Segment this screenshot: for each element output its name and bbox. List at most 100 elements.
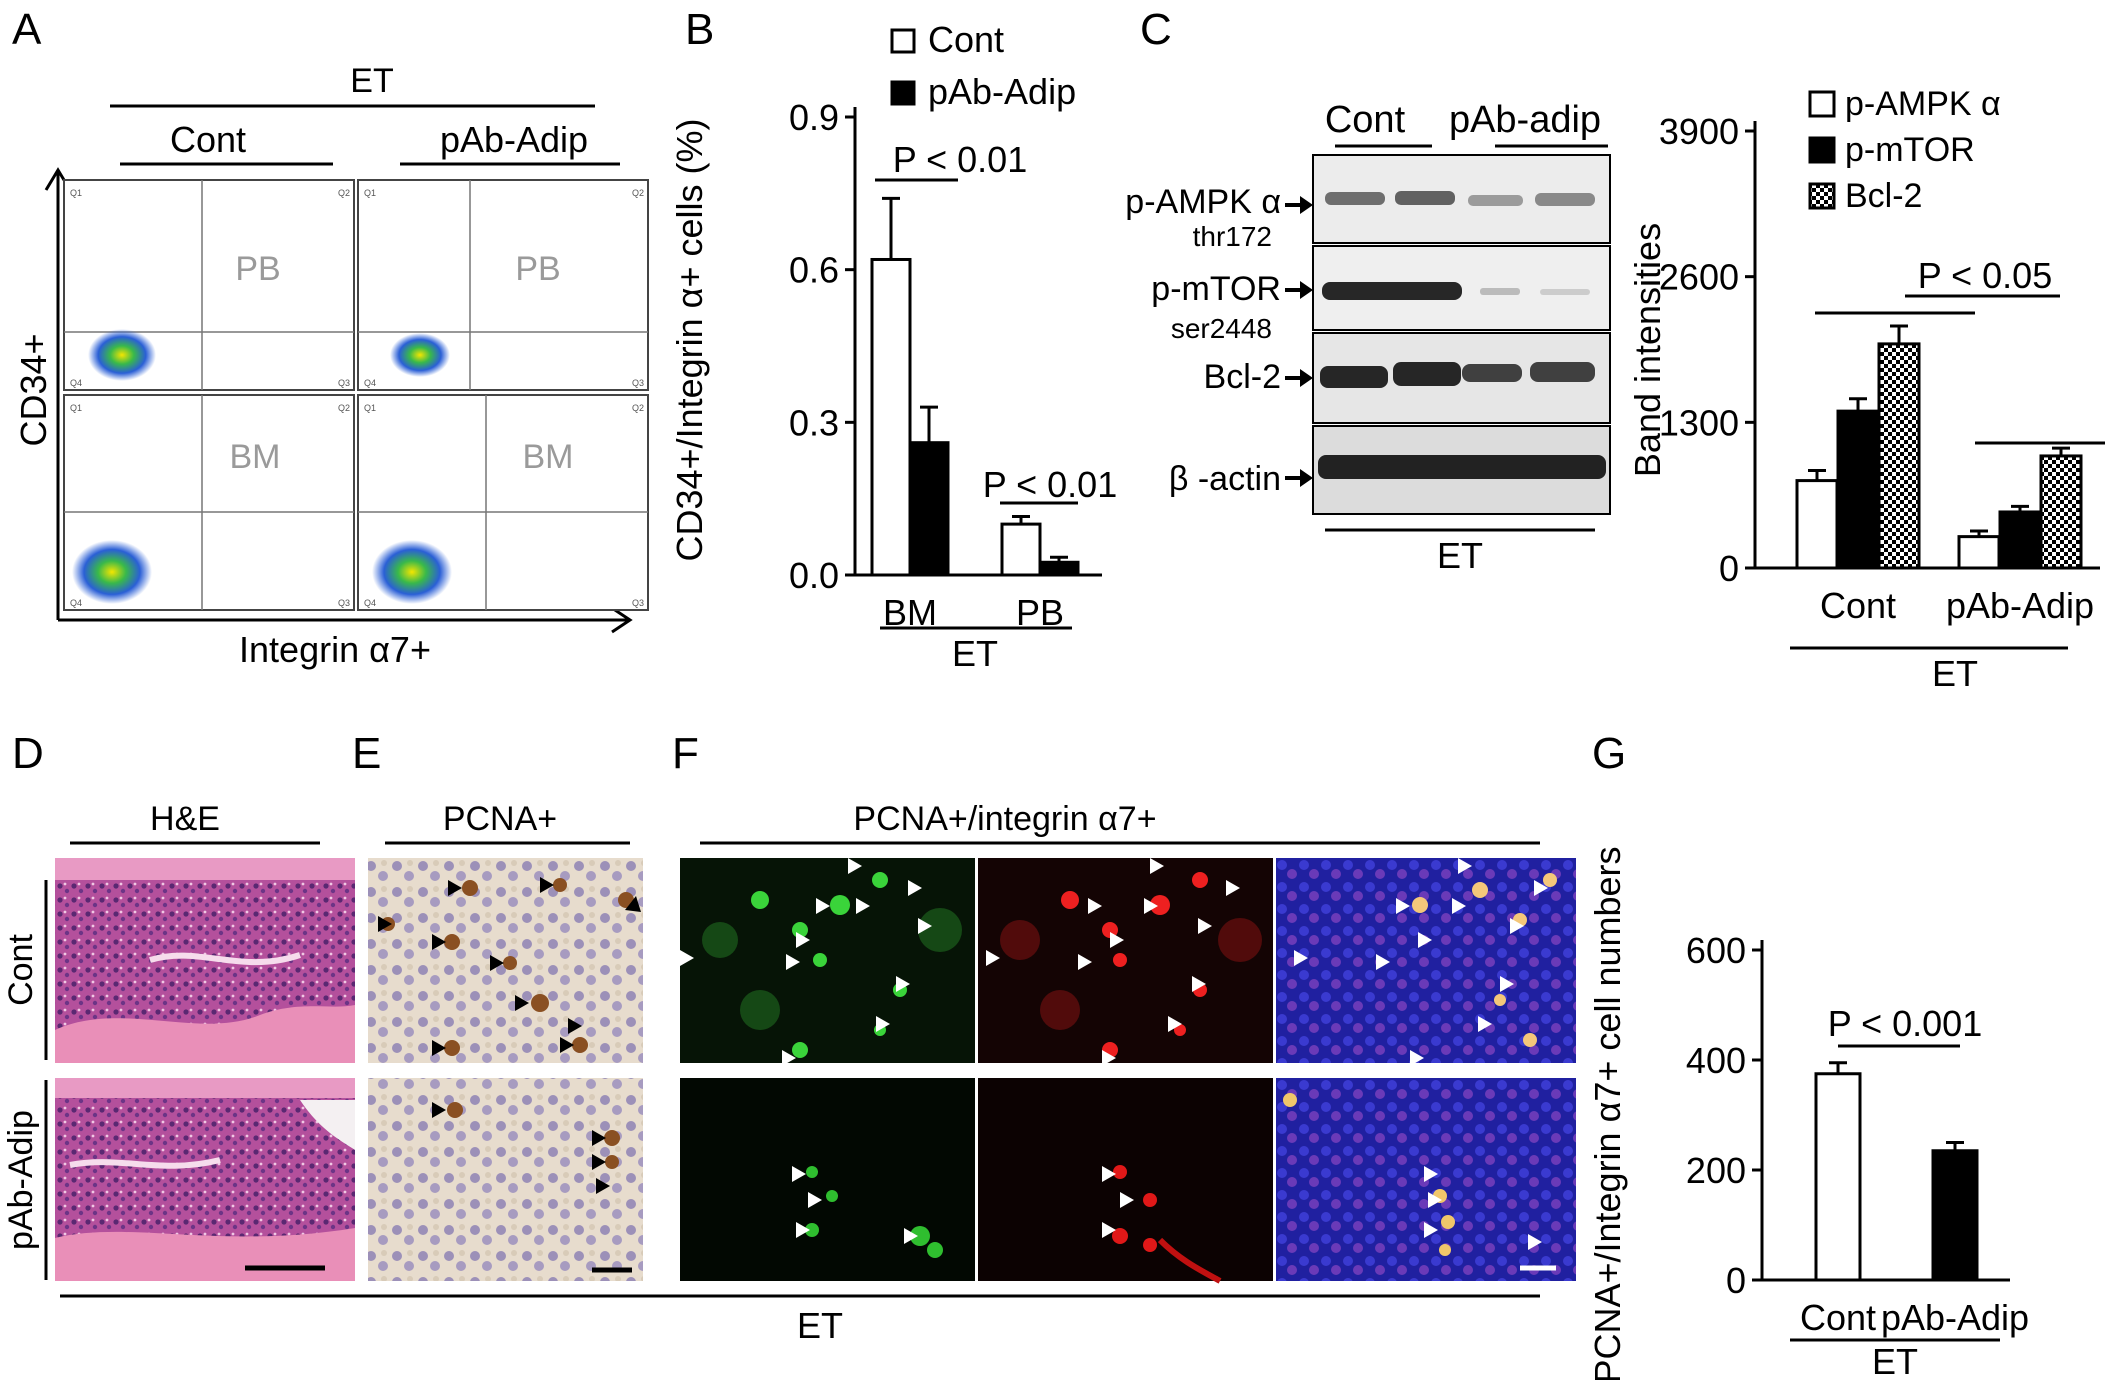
he-image-pab (55, 1078, 355, 1281)
quadrant-label: Q3 (338, 598, 350, 608)
panel-letter-b: B (685, 5, 714, 54)
flow-plot-bm-pab: BM Q1 Q2 Q3 Q4 (357, 394, 649, 611)
panel-letter-a: A (12, 5, 42, 54)
y-tick-label: 200 (1686, 1150, 1746, 1191)
legend-label: p-mTOR (1845, 131, 1975, 169)
panel-letter-f: F (672, 729, 699, 778)
p-value-label: P < 0.01 (893, 139, 1027, 180)
blot-label-bcl2: Bcl-2 (1204, 358, 1281, 396)
panel-f: F PCNA+/integrin α7+ (672, 729, 1576, 1284)
bar (1836, 409, 1880, 570)
group-label: ET (952, 633, 998, 674)
y-axis-label: PCNA+/Integrin α7+ cell numbers (1587, 846, 1628, 1380)
quadrant-label: Q1 (70, 403, 82, 413)
y-tick-label: 0.9 (789, 97, 839, 138)
flow-plot-pb-pab: PB Q1 Q2 Q3 Q4 (357, 179, 649, 391)
bar (1931, 1149, 1979, 1282)
y-axis-label: CD34+/Integrin α+ cells (%) (669, 119, 710, 562)
y-tick-label: 0.3 (789, 402, 839, 443)
panel-a-col-label-pab: pAb-Adip (440, 119, 588, 160)
quadrant-label: Q2 (338, 188, 350, 198)
y-tick-label: 0 (1726, 1260, 1746, 1301)
fluor-image-green-pab (680, 1078, 975, 1281)
flow-plot-pb-pab-label: PB (515, 250, 560, 288)
y-tick-label: 0 (1719, 548, 1739, 589)
blot-label-actin: β -actin (1169, 460, 1281, 498)
blot-lane-label-cont: Cont (1325, 99, 1406, 141)
group-label: ET (1932, 653, 1978, 694)
quadrant-label: Q1 (364, 188, 376, 198)
pcna-image-pab (368, 1078, 643, 1281)
blot-strip-mtor (1312, 245, 1611, 331)
panel-letter-c: C (1140, 5, 1172, 54)
legend-swatch (890, 80, 916, 106)
panel-b: B 0.0 0.3 0.6 0.9 BM PB CD34+/Integrin α+ cell… (669, 5, 1117, 674)
panel-g: G 0 200 400 600 Cont pAb-Adip PCNA+/Integrin α… (1587, 729, 2029, 1380)
legend-label: pAb-Adip (928, 71, 1076, 112)
arrowhead-icon (432, 1102, 610, 1194)
panel-d: D H&E Cont pAb-Adip (2, 729, 355, 1281)
p-value-label: P < 0.01 (983, 464, 1117, 505)
bar (1957, 535, 2001, 570)
legend-label: Bcl-2 (1845, 177, 1922, 215)
x-tick-label: BM (883, 592, 937, 633)
group-label: ET (1872, 1341, 1918, 1380)
bar (1998, 510, 2042, 570)
pcna-image-cont (368, 858, 643, 1063)
panel-a-group-label: ET (350, 62, 393, 100)
panel-letter-g: G (1592, 729, 1626, 778)
blot-strip-bcl2 (1312, 332, 1611, 424)
y-tick-label: 400 (1686, 1040, 1746, 1081)
quadrant-label: Q4 (70, 598, 82, 608)
blot-label-ampk: p-AMPK α (1125, 183, 1281, 221)
y-tick-label: 2600 (1659, 257, 1739, 298)
flow-plot-pb-cont-label: PB (235, 250, 280, 288)
quadrant-label: Q2 (632, 403, 644, 413)
bar (1795, 479, 1839, 570)
quadrant-label: Q2 (338, 403, 350, 413)
x-tick-label: pAb-Adip (1881, 1297, 2029, 1338)
bar (1877, 342, 1921, 570)
bar (908, 441, 950, 577)
bar (1000, 522, 1042, 577)
quadrant-label: Q2 (632, 188, 644, 198)
panel-a: A ET Cont pAb-Adip CD34+ Integrin α7+ PB… (12, 5, 649, 670)
x-tick-label: PB (1016, 592, 1064, 633)
y-tick-label: 0.6 (789, 250, 839, 291)
quadrant-label: Q4 (364, 598, 376, 608)
panel-d-row-label-cont: Cont (2, 934, 40, 1006)
legend-swatch (1808, 182, 1836, 210)
panel-a-x-arrow-icon (611, 606, 633, 634)
blot-group-label: ET (1437, 535, 1483, 576)
flow-plot-pb-cont: PB Q1 Q2 Q3 Q4 (63, 179, 355, 391)
bottom-group-label: ET (797, 1305, 843, 1346)
quadrant-label: Q3 (632, 598, 644, 608)
quadrant-label: Q1 (70, 188, 82, 198)
legend-swatch (1808, 90, 1836, 118)
he-image-cont (55, 858, 355, 1063)
flow-plot-bm-cont: BM Q1 Q2 Q3 Q4 (63, 394, 355, 611)
bar (1038, 560, 1080, 577)
panel-letter-e: E (352, 729, 381, 778)
legend-swatch (1808, 136, 1836, 164)
quadrant-label: Q1 (364, 403, 376, 413)
y-tick-label: 600 (1686, 930, 1746, 971)
panel-d-header: H&E (150, 800, 220, 838)
fluor-image-merge-cont (1276, 858, 1576, 1063)
fluor-image-red-cont (978, 858, 1273, 1063)
blot-strip-ampk (1312, 154, 1611, 244)
quadrant-label: Q4 (70, 378, 82, 388)
panel-c: C Cont pAb-adip p-AMPK α (1125, 5, 1611, 576)
legend-label: p-AMPK α (1845, 85, 2001, 123)
bar (870, 257, 912, 577)
p-value-label: P < 0.05 (1918, 255, 2052, 296)
legend-swatch (890, 28, 916, 54)
blot-sublabel-ampk: thr172 (1193, 221, 1272, 252)
panel-letter-d: D (12, 729, 44, 778)
panel-f-header: PCNA+/integrin α7+ (853, 800, 1156, 838)
panel-d-row-label-pab: pAb-Adip (2, 1110, 40, 1250)
quadrant-label: Q3 (338, 378, 350, 388)
blot-sublabel-mtor: ser2448 (1171, 313, 1272, 344)
flow-plot-bm-cont-label: BM (230, 438, 281, 476)
